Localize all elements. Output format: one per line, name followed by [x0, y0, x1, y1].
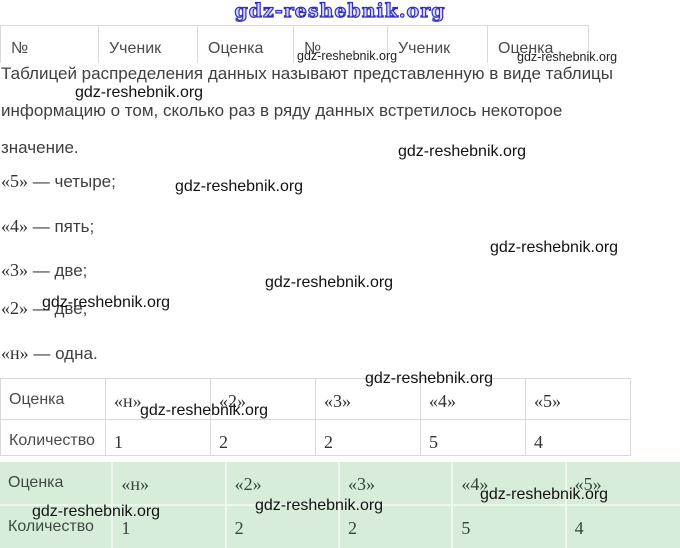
- list-item-grade-3: «3» — две;: [1, 260, 87, 281]
- distribution-grade: «3»: [324, 391, 351, 411]
- watermark: gdz-reshebnik.org: [140, 402, 269, 419]
- students-grades-table: № Ученик Оценка № Ученик Оценка: [0, 25, 589, 63]
- watermark: gdz-reshebnik.org: [175, 178, 304, 195]
- distribution-count: 2: [324, 432, 333, 452]
- distribution-table: Оценка «н» «2» «3» «4» «5» Количество 1 …: [0, 378, 631, 456]
- grade-count-text: — две;: [32, 261, 88, 280]
- distribution-count: 4: [534, 432, 543, 452]
- students-table-header-no-1: №: [1, 26, 99, 63]
- watermark: gdz-reshebnik.org: [32, 503, 161, 520]
- distribution-table-highlighted: Оценка «н» «2» «3» «4» «5» Количество 1 …: [0, 462, 680, 548]
- grade-count-text: — пять;: [32, 217, 95, 236]
- definition-line-1: Таблицей распределения данных называют п…: [1, 64, 614, 83]
- grade-mark: «4»: [1, 216, 28, 236]
- grade-mark: «5»: [1, 171, 28, 191]
- students-table-header-student-2: Ученик: [388, 26, 488, 63]
- distribution-row1-header: Оценка: [1, 379, 106, 420]
- distribution-count: 2: [234, 518, 244, 538]
- grade-mark: «2»: [1, 298, 28, 318]
- distribution-count: 4: [574, 518, 584, 538]
- watermark: gdz-reshebnik.org: [255, 497, 384, 514]
- distribution-grade: «2»: [219, 391, 246, 411]
- distribution-count: 1: [121, 518, 131, 538]
- grade-mark: «3»: [1, 260, 28, 280]
- distribution-row2-header: Количество: [1, 420, 106, 456]
- site-logo: gdz-reshebnik.org: [234, 0, 446, 23]
- list-item-grade-4: «4» — пять;: [1, 216, 94, 237]
- watermark: gdz-reshebnik.org: [517, 50, 618, 64]
- definition-line-3: значение.: [1, 138, 79, 157]
- watermark: gdz-reshebnik.org: [265, 274, 394, 291]
- students-table-header-grade-1: Оценка: [198, 26, 294, 63]
- distribution-grade: «2»: [234, 474, 262, 494]
- distribution-row2-header: Количество: [0, 506, 114, 548]
- watermark: gdz-reshebnik.org: [42, 294, 171, 311]
- distribution-grade: «5»: [574, 474, 602, 494]
- distribution-count: 1: [114, 432, 123, 452]
- grade-mark: «н»: [1, 343, 29, 363]
- grade-count-text: — две;: [32, 299, 88, 318]
- distribution-count: 5: [429, 432, 438, 452]
- watermark: gdz-reshebnik.org: [365, 370, 494, 387]
- list-item-grade-5: «5» — четыре;: [1, 171, 116, 192]
- distribution-grade: «3»: [348, 474, 375, 494]
- distribution-grade: «н»: [114, 391, 142, 411]
- students-table-header-no-2: №: [294, 26, 388, 63]
- watermark: gdz-reshebnik.org: [480, 486, 609, 503]
- distribution-grade: «н»: [121, 474, 149, 494]
- definition-line-2: информацию о том, сколько раз в ряду дан…: [1, 101, 563, 120]
- grade-count-text: — одна.: [33, 344, 98, 363]
- list-item-grade-n: «н» — одна.: [1, 343, 98, 364]
- distribution-count: 2: [348, 518, 357, 538]
- distribution-grade: «4»: [429, 391, 456, 411]
- distribution-grade: «5»: [534, 391, 561, 411]
- watermark: gdz-reshebnik.org: [490, 239, 619, 256]
- distribution-count: 5: [461, 518, 471, 538]
- watermark: gdz-reshebnik.org: [75, 84, 204, 101]
- grade-count-text: — четыре;: [32, 172, 116, 191]
- watermark: gdz-reshebnik.org: [297, 49, 398, 63]
- distribution-row1-header: Оценка: [0, 462, 114, 506]
- distribution-count: 2: [219, 432, 228, 452]
- students-table-header-student-1: Ученик: [99, 26, 198, 63]
- students-table-header-grade-2: Оценка: [488, 26, 589, 63]
- watermark: gdz-reshebnik.org: [398, 143, 527, 160]
- list-item-grade-2: «2» — две;: [1, 298, 87, 319]
- distribution-grade: «4»: [461, 474, 489, 494]
